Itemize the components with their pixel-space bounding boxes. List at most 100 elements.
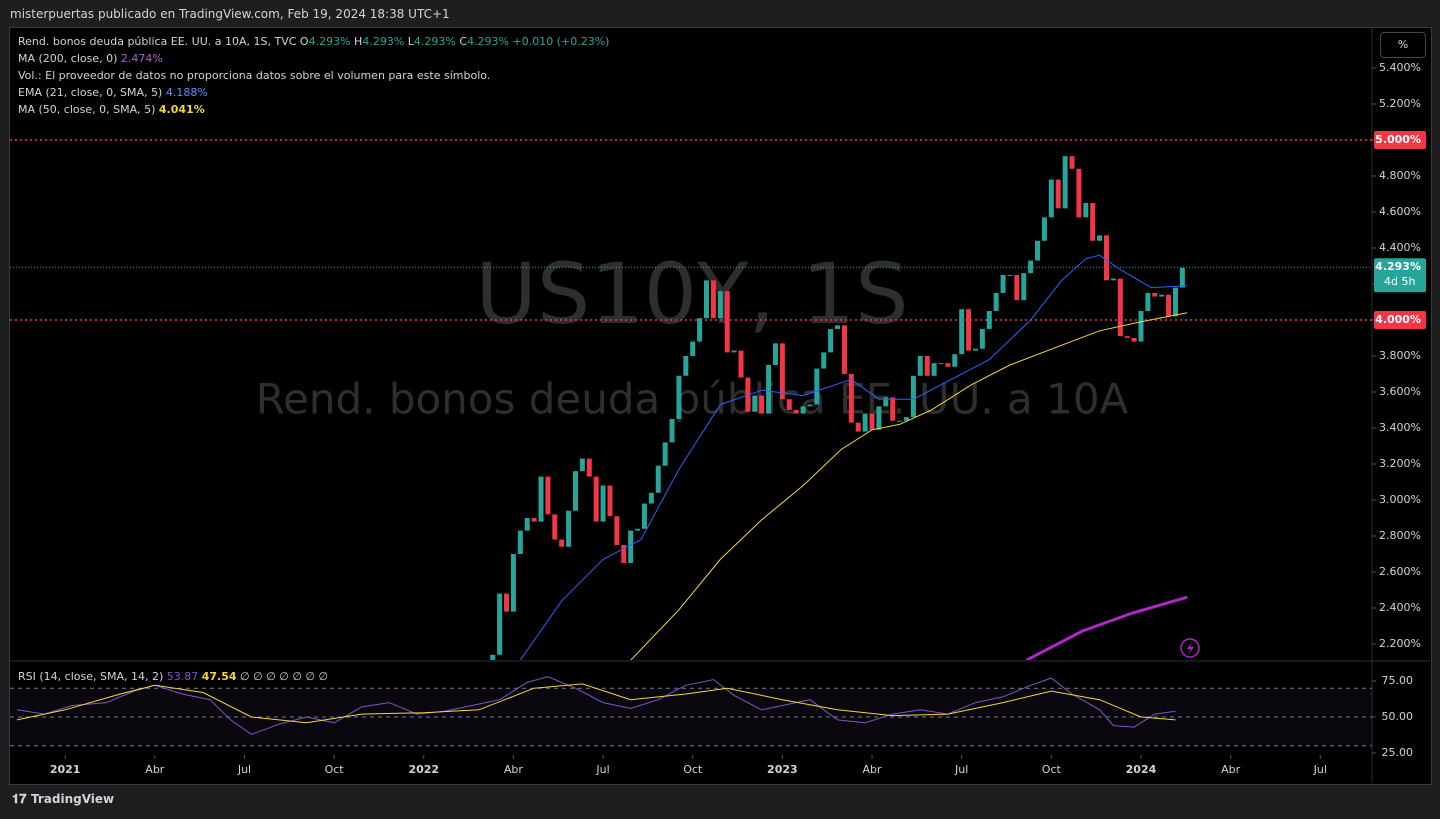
candle <box>876 406 882 430</box>
candle <box>497 593 503 655</box>
candle <box>704 280 710 319</box>
candle <box>855 422 861 432</box>
indicator-value: 2.474% <box>120 52 163 65</box>
x-tick-label: Jul <box>237 763 251 776</box>
candle <box>1000 274 1006 293</box>
countdown: 4d 5h <box>1384 275 1415 288</box>
candle <box>676 375 682 419</box>
candle <box>648 492 654 504</box>
candle <box>628 530 634 563</box>
candle <box>655 465 661 493</box>
y-tick-label: 50.00 <box>1382 710 1414 723</box>
candle <box>490 654 496 660</box>
last-price-bg <box>1374 258 1426 293</box>
candle <box>669 418 675 443</box>
candle <box>869 413 875 430</box>
unit-button[interactable]: % <box>1380 32 1426 58</box>
candle <box>1041 217 1047 241</box>
candle <box>848 373 854 423</box>
candle <box>993 292 999 311</box>
candle <box>910 375 916 418</box>
candle <box>593 476 599 522</box>
ohlc-key: H <box>354 35 363 48</box>
candle <box>1035 240 1041 261</box>
chart-frame <box>9 27 1432 785</box>
ohlc-key: O <box>299 35 309 48</box>
candle <box>952 354 958 367</box>
x-tick-label: Oct <box>683 763 703 776</box>
ohlc-value: 4.293% <box>308 35 351 48</box>
candle <box>579 458 585 472</box>
candle <box>959 309 965 355</box>
candle <box>1145 292 1151 311</box>
candle <box>1014 274 1020 301</box>
y-tick-label: 2.800% <box>1379 529 1421 542</box>
price-label: 5.000% <box>1375 133 1421 146</box>
candle <box>1152 292 1158 297</box>
candle <box>566 510 572 547</box>
legend-change: +0.010 (+0.23%) <box>512 35 610 48</box>
indicator-value: 4.188% <box>165 86 208 99</box>
candle <box>662 442 668 466</box>
candle <box>924 355 930 376</box>
rsi-title: RSI (14, close, SMA, 14, 2) <box>18 670 164 683</box>
lightning-glyph <box>1187 642 1194 655</box>
candle <box>717 291 723 319</box>
indicator-label: MA (50, close, 0, SMA, 5) <box>18 103 156 116</box>
candle <box>1083 202 1089 218</box>
candle <box>572 471 578 511</box>
candle <box>793 409 799 414</box>
candle <box>710 280 716 319</box>
price-pane <box>10 139 1372 681</box>
candle <box>1124 336 1130 338</box>
candle <box>1090 202 1096 241</box>
candle <box>621 544 627 563</box>
ohlc-value: 4.293% <box>362 35 405 48</box>
x-tick-label: Oct <box>1042 763 1062 776</box>
candle <box>697 318 703 342</box>
candle <box>828 328 834 353</box>
rsi-line <box>16 676 1176 735</box>
y-tick-label: 2.400% <box>1379 601 1421 614</box>
last-price-label: 4.293% <box>1375 260 1421 273</box>
x-tick-label: Abr <box>145 763 165 776</box>
candle <box>890 397 896 421</box>
candle <box>738 350 744 378</box>
x-tick-label: 2022 <box>408 763 439 776</box>
legend-volume: Vol.: El proveedor de datos no proporcio… <box>18 69 491 82</box>
candle <box>807 404 813 407</box>
candle <box>538 476 544 522</box>
candle <box>800 406 806 414</box>
candle <box>1028 260 1034 274</box>
price-label-bg <box>1374 130 1426 149</box>
rsi-value: 47.54 <box>201 670 237 683</box>
x-tick-label: Abr <box>863 763 883 776</box>
lightning-icon[interactable] <box>1180 638 1200 658</box>
x-tick-label: Abr <box>504 763 524 776</box>
legend-indicator: MA (200, close, 0) 2.474% <box>18 52 163 65</box>
y-tick-label: 4.800% <box>1379 169 1421 182</box>
y-tick-label: 25.00 <box>1382 746 1414 759</box>
candle <box>1069 156 1075 169</box>
x-tick-label: Abr <box>1221 763 1241 776</box>
candle <box>559 539 565 547</box>
legend-indicator: MA (50, close, 0, SMA, 5) 4.041% <box>18 103 205 116</box>
indicator-value: 4.041% <box>158 103 205 116</box>
candle <box>1131 337 1137 342</box>
indicator-line <box>1025 595 1188 660</box>
x-tick-label: 2023 <box>767 763 798 776</box>
candle <box>483 680 488 681</box>
legend-symbol: Rend. bonos deuda pública EE. UU. a 10A,… <box>18 35 297 48</box>
candle <box>931 363 937 376</box>
ohlc-key: L <box>407 35 414 48</box>
indicator-line <box>519 254 1188 660</box>
y-tick-label: 3.000% <box>1379 493 1421 506</box>
candle <box>552 514 558 540</box>
indicator-label: EMA (21, close, 0, SMA, 5) <box>18 86 163 99</box>
y-tick-label: 3.600% <box>1379 385 1421 398</box>
candle <box>1021 273 1027 301</box>
indicator-label: MA (200, close, 0) <box>18 52 118 65</box>
candle <box>683 355 689 376</box>
